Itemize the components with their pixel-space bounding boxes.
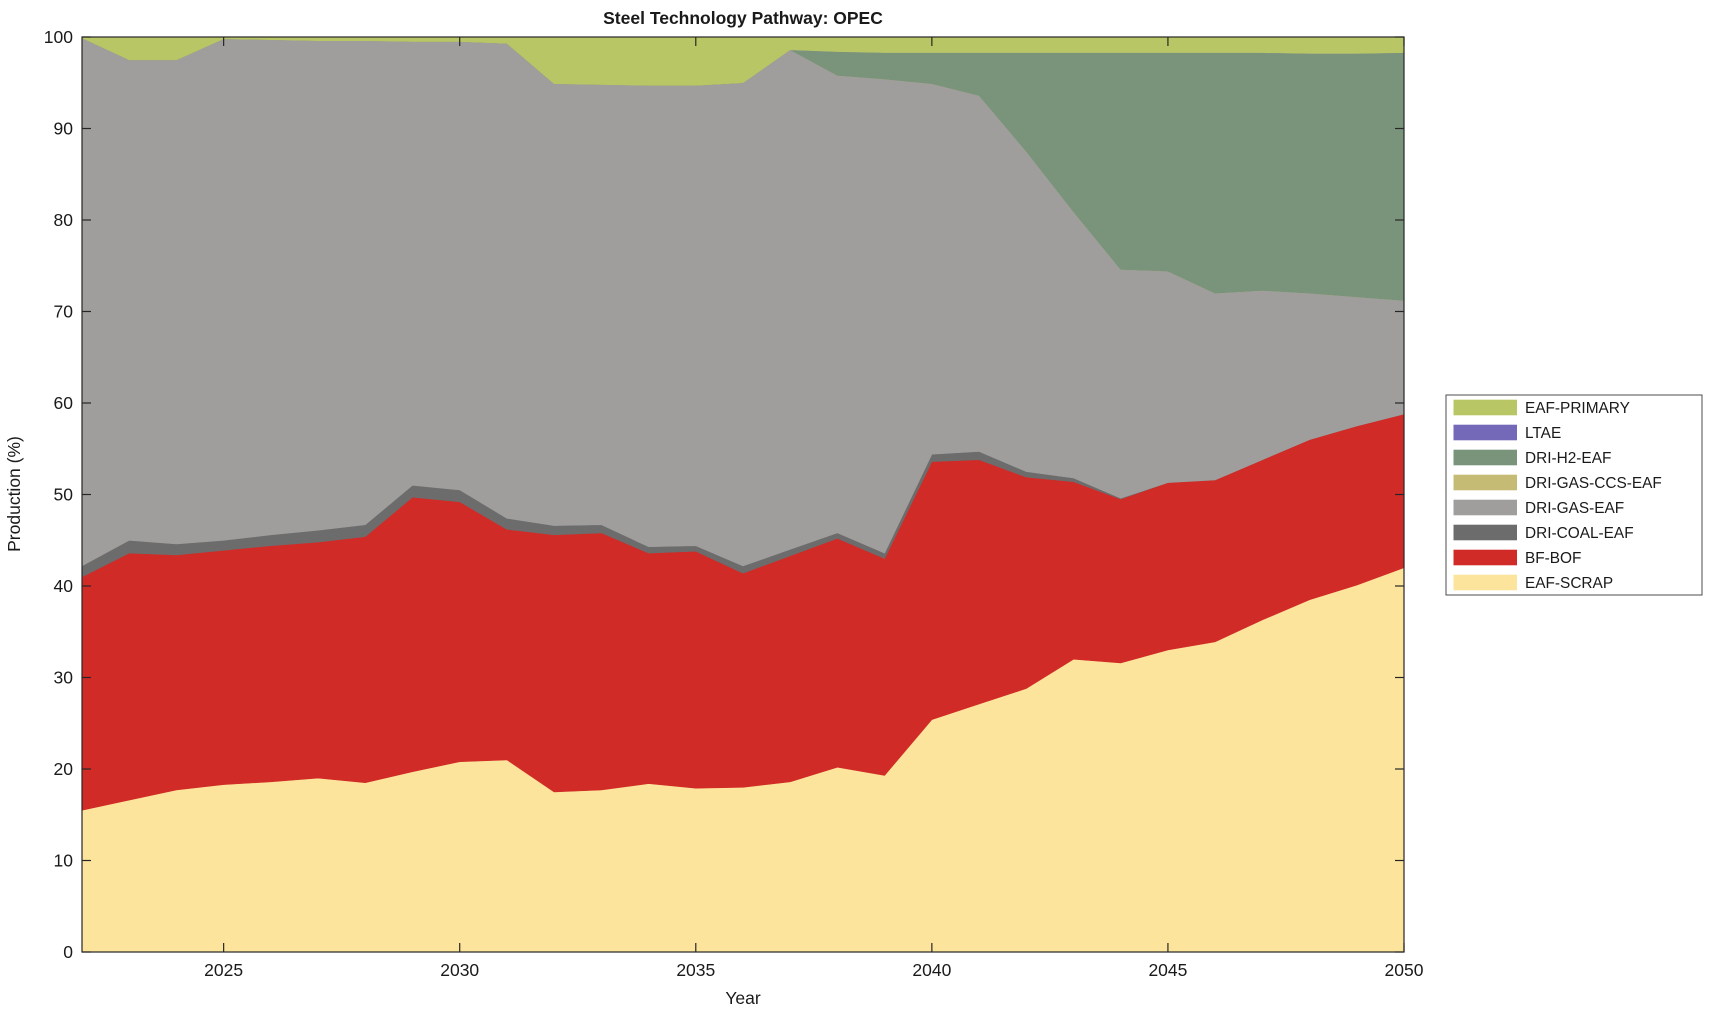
y-tick-label-10: 10 bbox=[54, 851, 74, 871]
axis-tick-labels: 2025 2030 2035 2040 2045 20500102030405060708… bbox=[44, 27, 1424, 980]
y-tick-label-70: 70 bbox=[54, 302, 74, 322]
legend-item-DRI-H2-EAF: DRI-H2-EAF bbox=[1453, 449, 1611, 467]
legend-swatch-DRI-COAL-EAF bbox=[1453, 524, 1517, 541]
legend-swatch-EAF-SCRAP bbox=[1453, 574, 1517, 591]
legend-swatch-EAF-PRIMARY bbox=[1453, 399, 1517, 416]
legend-item-EAF-PRIMARY: EAF-PRIMARY bbox=[1453, 399, 1630, 417]
legend-item-LTAE: LTAE bbox=[1453, 424, 1561, 442]
legend-swatch-DRI-H2-EAF bbox=[1453, 449, 1517, 466]
area-stack bbox=[81, 36, 1405, 953]
x-tick-label-2045: 2045 bbox=[1148, 960, 1187, 980]
y-tick-label-60: 60 bbox=[54, 393, 74, 413]
y-tick-label-20: 20 bbox=[54, 759, 74, 779]
x-tick-label-2035: 2035 bbox=[676, 960, 715, 980]
legend-item-DRI-GAS-EAF: DRI-GAS-EAF bbox=[1453, 499, 1624, 517]
legend-label-DRI-GAS-CCS-EAF: DRI-GAS-CCS-EAF bbox=[1525, 475, 1662, 492]
legend-item-DRI-COAL-EAF: DRI-COAL-EAF bbox=[1453, 524, 1634, 542]
y-tick-label-90: 90 bbox=[54, 119, 74, 139]
x-tick-label-2025: 2025 bbox=[204, 960, 243, 980]
legend-label-BF-BOF: BF-BOF bbox=[1525, 550, 1581, 567]
legend-swatch-DRI-GAS-CCS-EAF bbox=[1453, 474, 1517, 491]
legend-label-EAF-SCRAP: EAF-SCRAP bbox=[1525, 575, 1613, 592]
y-tick-label-80: 80 bbox=[54, 210, 74, 230]
legend-swatch-BF-BOF bbox=[1453, 549, 1517, 566]
x-tick-label-2050: 2050 bbox=[1385, 960, 1424, 980]
legend-item-EAF-SCRAP: EAF-SCRAP bbox=[1453, 574, 1613, 592]
y-tick-label-0: 0 bbox=[63, 942, 73, 962]
legend-label-DRI-GAS-EAF: DRI-GAS-EAF bbox=[1525, 500, 1624, 517]
legend-label-LTAE: LTAE bbox=[1525, 425, 1561, 442]
legend: EAF-PRIMARY LTAE DRI-H2-EAF DRI-GAS-CCS-EAF… bbox=[1445, 394, 1703, 596]
legend-swatch-LTAE bbox=[1453, 424, 1517, 441]
y-tick-label-40: 40 bbox=[54, 576, 74, 596]
y-tick-label-100: 100 bbox=[44, 27, 73, 47]
chart-title: Steel Technology Pathway: OPEC bbox=[603, 8, 883, 28]
legend-label-DRI-COAL-EAF: DRI-COAL-EAF bbox=[1525, 525, 1634, 542]
y-axis-label: Production (%) bbox=[4, 436, 24, 552]
x-tick-label-2040: 2040 bbox=[912, 960, 951, 980]
legend-item-BF-BOF: BF-BOF bbox=[1453, 549, 1581, 567]
legend-swatch-DRI-GAS-EAF bbox=[1453, 499, 1517, 516]
x-axis-label: Year bbox=[725, 988, 761, 1008]
legend-label-DRI-H2-EAF: DRI-H2-EAF bbox=[1525, 450, 1611, 467]
y-tick-label-50: 50 bbox=[54, 485, 74, 505]
y-tick-label-30: 30 bbox=[54, 668, 74, 688]
axis-ticks bbox=[82, 36, 1405, 953]
legend-label-EAF-PRIMARY: EAF-PRIMARY bbox=[1525, 400, 1630, 417]
legend-item-DRI-GAS-CCS-EAF: DRI-GAS-CCS-EAF bbox=[1453, 474, 1662, 492]
x-tick-label-2030: 2030 bbox=[440, 960, 479, 980]
